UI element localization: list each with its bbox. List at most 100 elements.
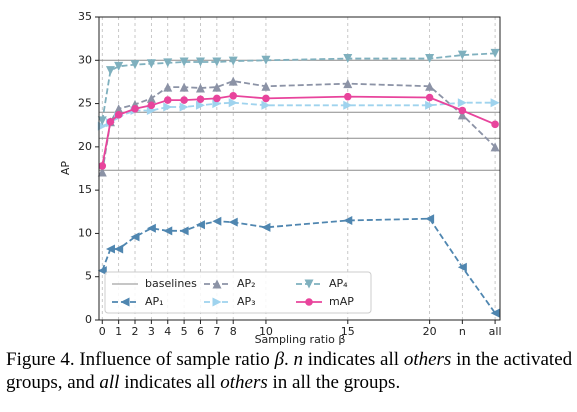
point (229, 91, 238, 100)
point (343, 215, 353, 225)
x-tick-label: 6 (197, 325, 204, 338)
x-tick-label: 2 (132, 325, 139, 338)
point (212, 82, 222, 92)
caption-text: β (274, 349, 285, 370)
point (228, 56, 238, 66)
point (179, 57, 189, 67)
point (106, 117, 115, 126)
point (425, 81, 435, 91)
x-tick-label: n (459, 325, 466, 338)
series-line (101, 52, 496, 122)
point (457, 50, 467, 60)
point (180, 96, 188, 104)
point (114, 244, 124, 254)
x-axis-label: Sampling ratio β (255, 333, 346, 345)
y-tick-label: 30 (78, 53, 92, 66)
point (195, 220, 205, 230)
point (98, 162, 107, 170)
point (343, 54, 353, 64)
y-tick-label: 0 (85, 313, 92, 326)
series-line (101, 101, 496, 127)
point (163, 102, 173, 112)
point (130, 60, 140, 70)
x-tick-label: 5 (181, 325, 188, 338)
legend-marker (120, 297, 130, 307)
x-tick-label: 20 (423, 325, 437, 338)
x-tick-label: 15 (341, 325, 355, 338)
x-tick-label: 3 (148, 325, 155, 338)
point (343, 100, 353, 110)
point (457, 98, 467, 108)
point (163, 226, 173, 236)
x-tick-label: 8 (230, 325, 237, 338)
point (261, 81, 271, 91)
point (130, 232, 140, 242)
caption-text: indicates all (119, 372, 221, 393)
legend: baselines AP₁ AP₂ AP₃ AP₄ mAP (104, 271, 372, 314)
plot-frame (98, 16, 501, 321)
caption-text: in all the groups. (267, 372, 401, 393)
x-tick-label: 7 (213, 325, 220, 338)
caption-text: in the activated groups, and (6, 349, 573, 393)
point (458, 106, 467, 115)
point (131, 104, 139, 113)
legend-marker (212, 279, 222, 289)
point (425, 54, 435, 64)
legend-marker (212, 297, 222, 307)
point (228, 217, 238, 227)
x-tick-label: all (489, 325, 502, 338)
point (179, 226, 189, 236)
point (425, 100, 435, 110)
point (179, 102, 189, 112)
series-line (101, 80, 496, 173)
point (457, 262, 467, 272)
point (163, 96, 172, 104)
x-tick-label: 0 (99, 325, 106, 338)
point (343, 92, 352, 101)
point (146, 93, 156, 103)
caption-text: others (403, 349, 452, 370)
point (261, 55, 271, 65)
point (179, 82, 189, 92)
point (491, 120, 499, 129)
point (457, 110, 467, 120)
point (114, 104, 124, 114)
point (146, 223, 156, 233)
point (490, 98, 500, 108)
point (147, 101, 156, 110)
point (490, 48, 500, 58)
caption-text: . (284, 349, 294, 370)
point (425, 214, 435, 224)
point (490, 308, 500, 318)
point (195, 83, 205, 93)
point (163, 82, 173, 92)
legend-marker (305, 298, 313, 306)
point (425, 93, 434, 102)
point (212, 216, 222, 226)
point (490, 142, 500, 152)
point (97, 266, 107, 276)
point (212, 57, 222, 67)
legend-label: AP₂ (237, 277, 256, 290)
caption-text: indicates all (303, 349, 404, 370)
y-tick-label: 10 (78, 226, 92, 239)
caption-text: all (99, 372, 120, 393)
y-tick-label: 25 (78, 97, 92, 110)
caption-text: n (293, 349, 304, 370)
legend-label: AP₁ (145, 295, 164, 308)
x-tick-label: 1 (115, 325, 122, 338)
point (261, 100, 271, 110)
point (213, 94, 221, 103)
point (114, 111, 123, 119)
caption: Figure 4. Influence of sample ratio β. n… (6, 348, 576, 394)
y-tick-label: 5 (85, 270, 92, 283)
point (163, 58, 173, 68)
legend-label: mAP (329, 295, 354, 308)
point (97, 116, 107, 126)
point (146, 59, 156, 69)
point (97, 121, 107, 131)
point (105, 66, 115, 76)
y-axis-label: AP (59, 161, 72, 176)
